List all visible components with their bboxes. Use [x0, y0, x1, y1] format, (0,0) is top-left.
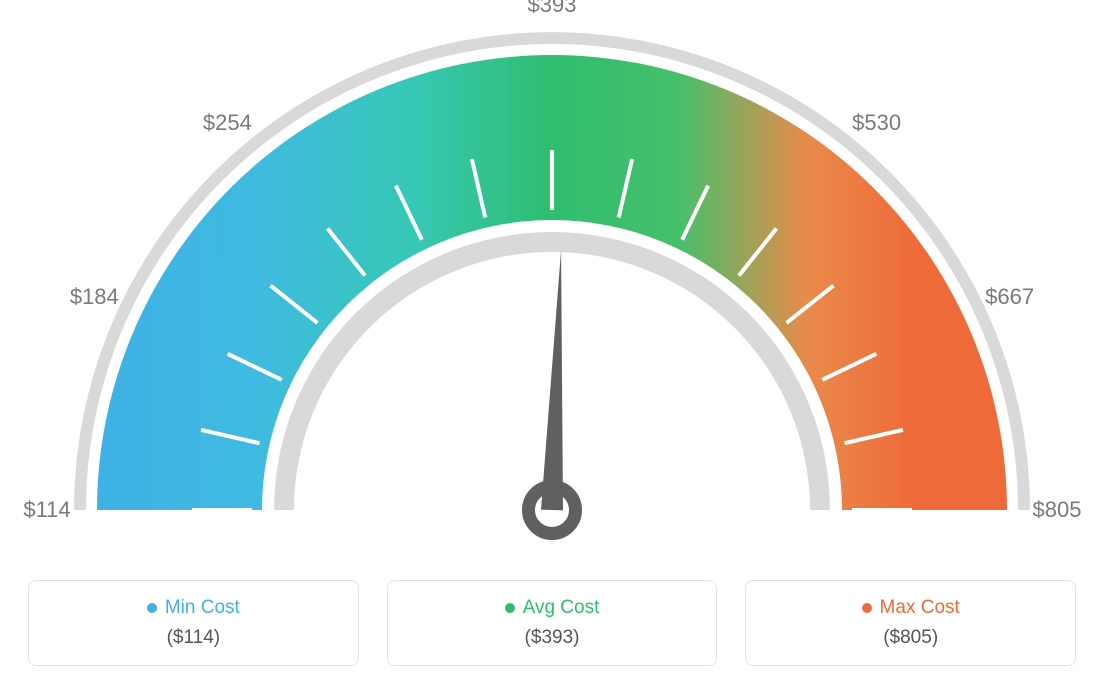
legend-label-min: Min Cost — [165, 597, 240, 619]
legend-card-min: Min Cost ($114) — [28, 580, 359, 666]
legend-dot-min — [147, 603, 157, 613]
legend-row: Min Cost ($114) Avg Cost ($393) Max Cost… — [0, 580, 1104, 690]
gauge-tick-label: $805 — [1033, 497, 1082, 523]
gauge-tick-label: $667 — [985, 284, 1034, 310]
cost-gauge: $114 $184 $254 $393 $530 $667 $805 — [0, 0, 1104, 560]
gauge-needle — [541, 250, 563, 510]
legend-value-max: ($805) — [883, 627, 938, 649]
gauge-tick-label: $254 — [203, 110, 252, 136]
legend-dot-avg — [505, 603, 515, 613]
legend-dot-max — [862, 603, 872, 613]
gauge-tick-label: $393 — [528, 0, 577, 18]
gauge-tick-label: $530 — [852, 110, 901, 136]
gauge-tick-label: $114 — [23, 497, 70, 523]
legend-value-avg: ($393) — [525, 627, 580, 649]
legend-label-max: Max Cost — [880, 597, 960, 619]
gauge-svg — [0, 0, 1104, 560]
legend-value-min: ($114) — [167, 627, 221, 649]
legend-card-max: Max Cost ($805) — [745, 580, 1076, 666]
gauge-tick-label: $184 — [70, 284, 119, 310]
legend-card-avg: Avg Cost ($393) — [387, 580, 718, 666]
legend-label-avg: Avg Cost — [523, 597, 600, 619]
